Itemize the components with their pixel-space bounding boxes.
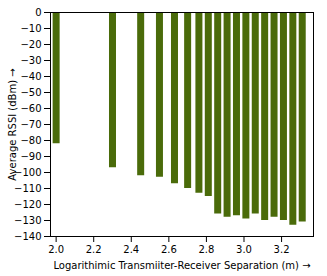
svg-text:−30: −30 <box>20 55 41 66</box>
svg-text:−100: −100 <box>14 167 41 178</box>
svg-text:−120: −120 <box>14 199 41 210</box>
svg-text:2.2: 2.2 <box>86 244 102 255</box>
svg-text:2.0: 2.0 <box>48 244 64 255</box>
svg-text:−110: −110 <box>14 183 41 194</box>
svg-text:0: 0 <box>35 7 41 18</box>
svg-text:−140: −140 <box>14 231 41 242</box>
svg-text:−70: −70 <box>20 119 41 130</box>
svg-text:−130: −130 <box>14 215 41 226</box>
svg-text:−40: −40 <box>20 71 41 82</box>
svg-text:−60: −60 <box>20 103 41 114</box>
svg-text:2.4: 2.4 <box>123 244 139 255</box>
svg-text:3.2: 3.2 <box>274 244 290 255</box>
svg-text:2.6: 2.6 <box>161 244 177 255</box>
svg-text:−90: −90 <box>20 151 41 162</box>
svg-text:−80: −80 <box>20 135 41 146</box>
svg-text:Average RSSI (dBm) →: Average RSSI (dBm) → <box>7 68 18 180</box>
svg-text:2.8: 2.8 <box>198 244 214 255</box>
svg-text:−10: −10 <box>20 23 41 34</box>
svg-text:−20: −20 <box>20 39 41 50</box>
svg-text:−50: −50 <box>20 87 41 98</box>
svg-text:3.0: 3.0 <box>236 244 252 255</box>
svg-text:Logarithimic Transmiiter-Recei: Logarithimic Transmiiter-Receiver Separa… <box>53 260 310 271</box>
